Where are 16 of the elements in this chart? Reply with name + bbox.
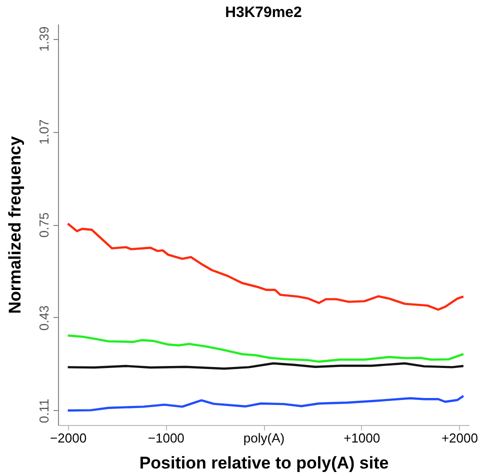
- x-axis-title: Position relative to poly(A) site: [139, 454, 389, 472]
- x-tick-label: +1000: [344, 430, 380, 446]
- line-series: [66, 334, 465, 363]
- chart-title: H3K79me2: [225, 4, 302, 21]
- line-series: [66, 222, 465, 311]
- y-tick-label: 0.43: [36, 305, 52, 331]
- y-tick-label: 0.11: [36, 398, 52, 424]
- y-axis-title: Normalized frequency: [6, 136, 24, 314]
- x-tick-label: −1000: [148, 430, 184, 446]
- x-tick-label: −2000: [50, 430, 87, 446]
- y-tick-label: 1.07: [36, 119, 52, 145]
- x-tick-label: poly(A): [243, 430, 285, 446]
- y-tick-label: 0.75: [36, 212, 52, 238]
- line-series: [66, 394, 465, 412]
- x-tick-label: +2000: [441, 430, 478, 446]
- y-tick-label: 1.39: [36, 26, 52, 52]
